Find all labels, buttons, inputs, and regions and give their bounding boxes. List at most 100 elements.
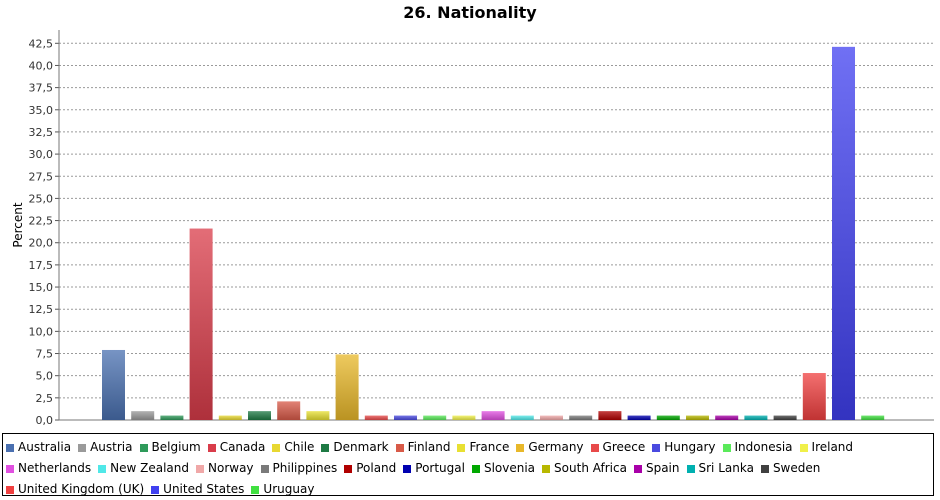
legend-label: Sweden [772,461,821,475]
legend-swatch [542,464,551,473]
legend-item: Indonesia [722,437,793,458]
legend-label: Hungary [664,440,716,454]
axes [55,30,934,421]
legend-label: Australia [18,440,72,454]
legend-item: Philippines [260,458,337,479]
legend-label: Austria [90,440,133,454]
bar-philippines [569,415,593,420]
bar-greece [364,415,388,420]
legend-swatch [590,443,599,452]
legend-item: Portugal [403,458,465,479]
legend-item: Denmark [321,437,389,458]
legend-item: United States [151,479,244,500]
bar-indonesia [423,415,447,420]
bar-poland [598,411,622,420]
legend-label: South Africa [554,461,627,475]
legend-item: United Kingdom (UK) [6,479,144,500]
legend-label: France [469,440,510,454]
legend-label: Germany [528,440,584,454]
y-tick-labels: 0,0 2,5 5,0 7,5 10,0 12,5 15,0 17,5 20,0 22,5 25,0… [29,37,54,427]
legend-swatch [457,443,466,452]
bar-norway [540,415,563,420]
bar-denmark [248,411,271,420]
legend-item: Canada [207,437,266,458]
legend-item: Netherlands [6,458,91,479]
bar-united-kingdom-uk [802,373,826,420]
legend-item: Ireland [799,437,854,458]
legend-item: Belgium [139,437,201,458]
legend-label: United Kingdom (UK) [18,482,145,496]
y-tick-label: 35,0 [29,104,54,117]
legend-swatch [139,443,148,452]
legend-item: Spain [633,458,680,479]
bar-slovenia [656,415,680,420]
legend-swatch [471,464,480,473]
legend-label: Denmark [333,440,389,454]
bar-portugal [627,415,651,420]
bar-uruguay [861,415,885,420]
legend-swatch [760,464,769,473]
bar-new-zealand [510,415,534,420]
legend-label: Chile [284,440,315,454]
legend-item: Austria [78,437,133,458]
legend-label: Norway [208,461,254,475]
legend-label: Belgium [151,440,201,454]
legend-label: Canada [219,440,266,454]
legend-label: Poland [356,461,397,475]
legend-item: Chile [272,437,314,458]
legend-swatch [799,443,808,452]
legend-swatch [633,464,642,473]
y-tick-label: 17,5 [29,259,54,272]
bar-chart: 0,0 2,5 5,0 7,5 10,0 12,5 15,0 17,5 20,0 22,5 25,0… [11,30,934,427]
bar-canada [189,228,213,420]
legend-label: Finland [407,440,451,454]
legend-swatch [207,443,216,452]
y-tick-label: 12,5 [29,303,54,316]
legend-label: Netherlands [18,461,92,475]
legend-swatch [6,464,14,473]
legend-label: Sri Lanka [698,461,754,475]
legend-label: New Zealand [110,461,190,475]
legend-swatch [516,443,525,452]
y-axis-label: Percent [11,202,25,247]
bar-netherlands [481,411,505,420]
legend-swatch [272,443,281,452]
legend-item: Hungary [652,437,716,458]
legend-swatch [196,464,205,473]
bar-ireland [452,415,476,420]
legend-swatch [78,443,87,452]
y-tick-label: 22,5 [29,215,54,228]
legend-swatch [151,485,160,494]
legend-swatch [6,485,14,494]
bar-united-states [832,46,855,420]
legend-swatch [6,443,14,452]
y-tick-label: 42,5 [29,37,54,50]
legend-item: Slovenia [471,458,535,479]
bar-belgium [160,415,184,420]
legend-label: Ireland [811,440,854,454]
legend-item: Norway [196,458,254,479]
bar-chile [218,415,242,420]
legend-label: Spain [645,461,680,475]
legend-swatch [251,485,260,494]
legend-item: Greece [590,437,645,458]
legend-item: Sweden [760,458,821,479]
y-tick-label: 37,5 [29,82,54,95]
bar-hungary [394,415,417,420]
legend-item: France [457,437,509,458]
bar-finland [277,401,301,420]
legend-swatch [98,464,107,473]
legend-swatch [260,464,269,473]
bars [102,46,885,420]
y-tick-label: 15,0 [29,281,54,294]
legend-item: Australia [6,437,71,458]
legend-swatch [321,443,330,452]
bar-germany [335,354,359,420]
legend-label: Uruguay [263,482,315,496]
legend-swatch [652,443,661,452]
y-tick-label: 20,0 [29,237,54,250]
y-tick-label: 0,0 [36,414,54,427]
grid-lines [59,42,934,399]
y-tick-label: 5,0 [36,370,54,383]
bar-austria [131,411,155,420]
